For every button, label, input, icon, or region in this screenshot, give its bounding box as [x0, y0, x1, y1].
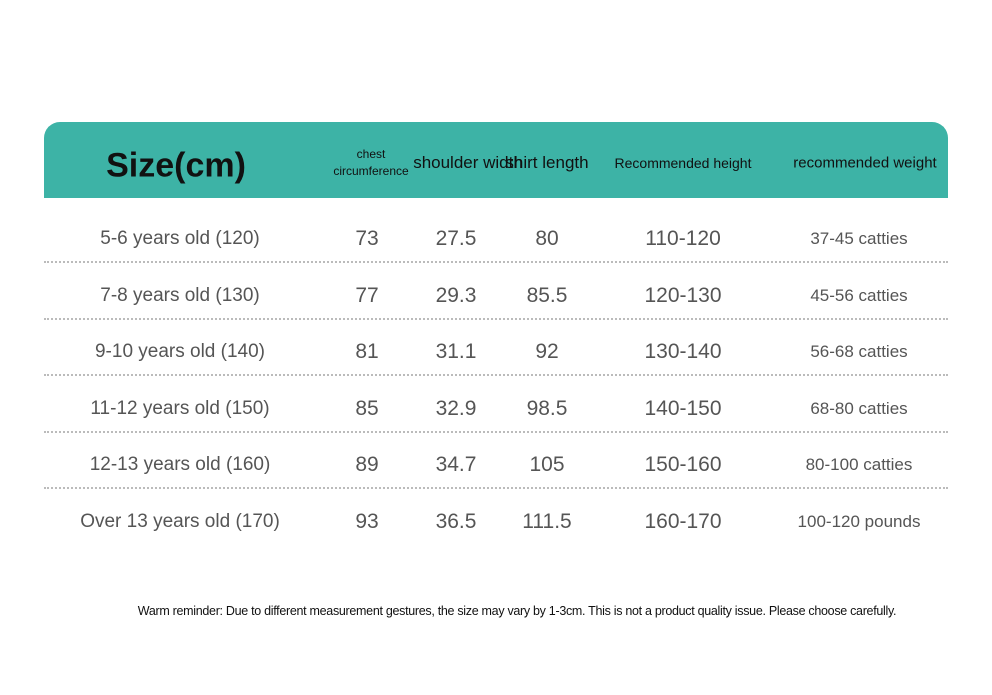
- header-cell: chest circumference: [333, 147, 409, 178]
- table-cell: 36.5: [435, 509, 477, 533]
- table-cell: 37-45 catties: [810, 229, 908, 248]
- header-cell: Recommended height: [614, 155, 752, 171]
- table-cell: 140-150: [644, 396, 722, 420]
- table-cell: 81: [355, 340, 379, 363]
- table-cell: 110-120: [645, 227, 721, 250]
- table-cell: 80: [535, 227, 559, 250]
- table-cell: 160-170: [644, 509, 722, 533]
- table-cell: 31.1: [435, 340, 477, 363]
- table-cell: 111.5: [522, 509, 572, 533]
- reminder-note: Warm reminder: Due to different measurem…: [137, 604, 897, 618]
- table-cell: 92: [535, 340, 559, 363]
- table-cell: 45-56 catties: [810, 285, 908, 305]
- table-cell: 32.9: [435, 396, 477, 420]
- table-cell: 105: [529, 453, 565, 476]
- table-cell: 77: [355, 283, 379, 307]
- table-cell: 9-10 years old (140): [94, 341, 266, 362]
- table-cell: 150-160: [644, 453, 722, 476]
- row-separator: [44, 261, 948, 263]
- table-cell: 85: [355, 396, 379, 420]
- header-cell: Size(cm): [106, 146, 246, 185]
- table-cell: 89: [355, 453, 379, 476]
- row-separator: [44, 317, 948, 320]
- table-cell: 120-130: [644, 283, 722, 307]
- table-cell: Over 13 years old (170): [80, 510, 280, 532]
- header-band: [44, 122, 948, 198]
- table-cell: 34.7: [435, 453, 477, 476]
- table-cell: 29.3: [435, 283, 477, 307]
- header-cell: shoulder width: [413, 153, 523, 172]
- table-cell: 68-80 catties: [810, 398, 908, 418]
- table-cell: 93: [355, 509, 379, 533]
- row-separator: [44, 487, 948, 489]
- header-cell: recommended weight: [793, 154, 937, 172]
- table-cell: 100-120 pounds: [797, 511, 921, 531]
- table-cell: 80-100 catties: [805, 455, 913, 474]
- table-cell: 11-12 years old (150): [90, 397, 270, 419]
- table-cell: 7-8 years old (130): [100, 284, 260, 306]
- table-cell: 27.5: [435, 227, 477, 250]
- table-cell: 73: [355, 227, 379, 250]
- row-separator: [44, 430, 948, 433]
- table-cell: 12-13 years old (160): [89, 454, 271, 475]
- table-cell: 98.5: [526, 396, 568, 420]
- table-cell: 5-6 years old (120): [100, 228, 260, 249]
- header-cell: shirt length: [505, 153, 589, 172]
- table-cell: 56-68 catties: [810, 342, 908, 361]
- row-separator: [44, 374, 948, 376]
- table-cell: 130-140: [644, 340, 722, 363]
- table-cell: 85.5: [526, 283, 568, 307]
